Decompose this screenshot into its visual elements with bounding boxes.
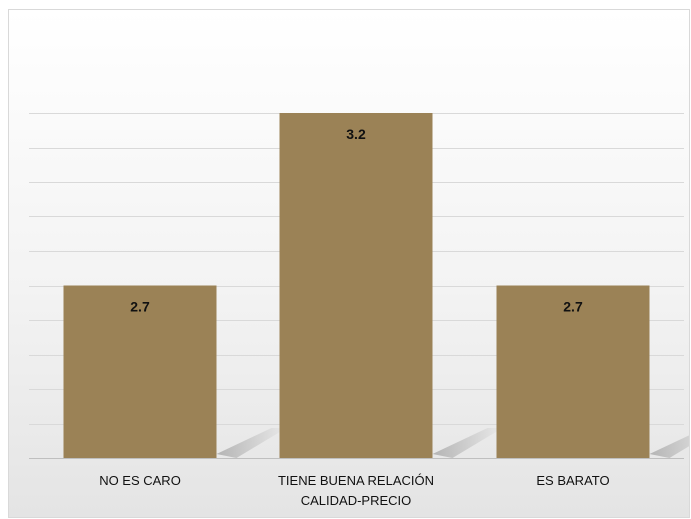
bar-shadows	[216, 428, 689, 458]
category-label-line: CALIDAD-PRECIO	[300, 493, 412, 508]
category-label-line: TIENE BUENA RELACIÓN	[277, 473, 435, 488]
bar	[63, 285, 217, 458]
data-label: 2.7	[130, 299, 150, 315]
category-label: TIENE BUENA RELACIÓN CALIDAD-PRECIO	[256, 471, 456, 511]
category-label-line: ES BARATO	[536, 473, 610, 488]
bar-shadow	[216, 428, 287, 458]
category-label: NO ES CARO	[40, 471, 240, 491]
category-label-line: NO ES CARO	[99, 473, 181, 488]
data-label: 2.7	[563, 299, 583, 315]
bars	[63, 113, 650, 458]
data-label: 3.2	[346, 126, 366, 142]
bar	[496, 285, 650, 458]
bar-chart: 2.7 3.2 2.7	[9, 10, 689, 517]
category-label: ES BARATO	[473, 471, 673, 491]
chart-area: 2.7 3.2 2.7 NO ES CARO TIENE BUENA RELACIÓN…	[8, 9, 690, 518]
bar-shadow	[432, 428, 503, 458]
data-labels: 2.7 3.2 2.7	[130, 126, 583, 315]
bar-shadow	[649, 435, 689, 458]
bar	[279, 113, 433, 458]
